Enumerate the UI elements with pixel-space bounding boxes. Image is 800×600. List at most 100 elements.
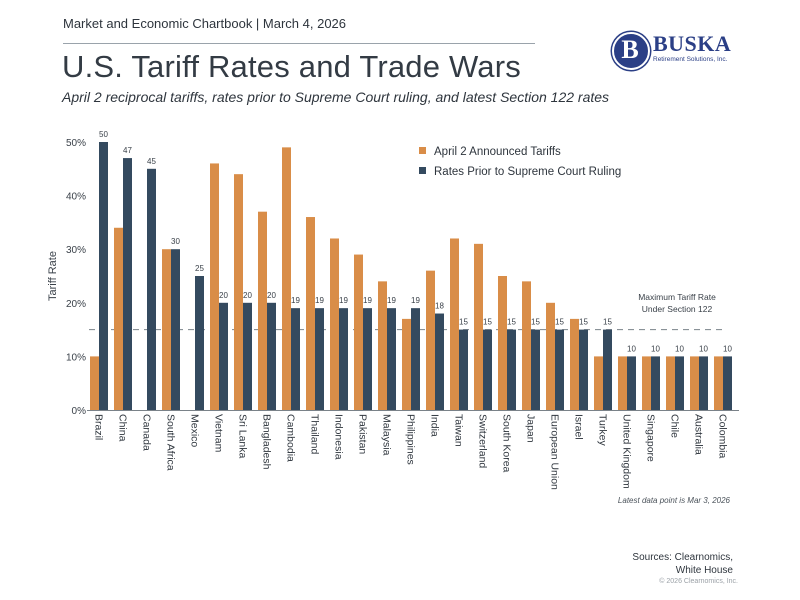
y-axis-label: Tariff Rate [47,251,59,301]
y-tick-label: 40% [66,192,86,203]
legend-swatch-prior-rates [419,167,426,174]
bar-april-2-announced-tariffs-vietnam [210,163,219,410]
bar-rates-prior-to-supreme-court-ruling-india [435,313,444,410]
bar-april-2-announced-tariffs-malaysia [378,281,387,410]
bar-april-2-announced-tariffs-brazil [90,356,99,410]
x-axis-labels: Brazil China Canada South Africa Mexico Vietn… [93,414,729,490]
bar-rates-prior-to-supreme-court-ruling-thailand [315,308,324,410]
x-tick-label-malaysia: Malaysia [381,414,393,456]
bar-april-2-announced-tariffs-indonesia [330,238,339,410]
x-tick-label-turkey: Turkey [597,414,609,446]
x-tick-label-taiwan: Taiwan [453,414,465,447]
bar-rates-prior-to-supreme-court-ruling-canada [147,168,156,410]
bar-april-2-announced-tariffs-chile [666,356,675,410]
data-label-canada: 45 [147,157,156,166]
data-label-south-korea: 15 [507,318,516,327]
bars [90,142,732,411]
y-tick-label: 20% [66,299,86,310]
data-label-philippines: 19 [411,296,420,305]
data-label-turkey: 15 [603,318,612,327]
bar-april-2-announced-tariffs-singapore [642,356,651,410]
latest-data-note: Latest data point is Mar 3, 2026 [617,496,730,505]
y-axis: 0% 10% 20% 30% 40% 50% [66,138,86,417]
bar-rates-prior-to-supreme-court-ruling-brazil [99,142,108,410]
data-label-south-africa: 30 [171,237,180,246]
bar-april-2-announced-tariffs-switzerland [474,243,483,410]
header-divider [63,43,535,44]
data-label-sri-lanka: 20 [243,291,252,300]
data-label-australia: 10 [699,344,708,353]
bar-april-2-announced-tariffs-south-korea [498,276,507,410]
x-tick-label-china: China [117,414,129,442]
bar-rates-prior-to-supreme-court-ruling-china [123,158,132,410]
x-tick-label-european-union: European Union [549,414,561,490]
bar-april-2-announced-tariffs-india [426,270,435,410]
x-tick-label-australia: Australia [693,414,705,455]
data-label-united-kingdom: 10 [627,344,636,353]
data-label-european-union: 15 [555,318,564,327]
reference-line-label-1: Maximum Tariff Rate [638,292,716,302]
legend-label-april-2: April 2 Announced Tariffs [434,146,561,158]
x-tick-label-south-korea: South Korea [501,414,513,473]
x-tick-label-colombia: Colombia [717,414,729,459]
data-label-pakistan: 19 [363,296,372,305]
x-tick-label-brazil: Brazil [93,414,105,440]
legend-label-prior-rates: Rates Prior to Supreme Court Ruling [434,166,621,178]
bar-april-2-announced-tariffs-turkey [594,356,603,410]
bar-rates-prior-to-supreme-court-ruling-bangladesh [267,302,276,410]
bar-april-2-announced-tariffs-china [114,227,123,410]
bar-april-2-announced-tariffs-australia [690,356,699,410]
y-tick-label: 30% [66,245,86,256]
bar-rates-prior-to-supreme-court-ruling-mexico [195,276,204,410]
bar-april-2-announced-tariffs-pakistan [354,254,363,410]
bar-rates-prior-to-supreme-court-ruling-colombia [723,356,732,410]
data-label-mexico: 25 [195,264,204,273]
x-tick-label-sri-lanka: Sri Lanka [237,414,249,459]
data-label-taiwan: 15 [459,318,468,327]
data-label-indonesia: 19 [339,296,348,305]
x-tick-label-canada: Canada [141,414,153,451]
x-tick-label-japan: Japan [525,414,537,443]
logo-emblem [612,32,650,70]
bar-rates-prior-to-supreme-court-ruling-indonesia [339,308,348,410]
bar-rates-prior-to-supreme-court-ruling-united-kingdom [627,356,636,410]
x-tick-label-south-africa: South Africa [165,414,177,471]
logo-letter: B [621,35,639,64]
data-label-cambodia: 19 [291,296,300,305]
data-label-singapore: 10 [651,344,660,353]
bar-rates-prior-to-supreme-court-ruling-cambodia [291,308,300,410]
bar-rates-prior-to-supreme-court-ruling-australia [699,356,708,410]
y-tick-label: 50% [66,138,86,149]
x-tick-label-singapore: Singapore [645,414,657,462]
bar-april-2-announced-tariffs-south-africa [162,249,171,410]
bar-rates-prior-to-supreme-court-ruling-turkey [603,329,612,410]
data-label-colombia: 10 [723,344,732,353]
x-tick-label-thailand: Thailand [309,414,321,454]
x-tick-label-pakistan: Pakistan [357,414,369,454]
x-tick-label-vietnam: Vietnam [213,414,225,453]
data-label-malaysia: 19 [387,296,396,305]
page-title: U.S. Tariff Rates and Trade Wars [62,49,521,84]
data-label-india: 18 [435,302,444,311]
data-label-brazil: 50 [99,130,108,139]
copyright: © 2026 Clearnomics, Inc. [659,578,738,585]
bar-rates-prior-to-supreme-court-ruling-taiwan [459,329,468,410]
bar-rates-prior-to-supreme-court-ruling-south-africa [171,249,180,410]
x-tick-label-united-kingdom: United Kingdom [621,414,633,489]
bar-april-2-announced-tariffs-japan [522,281,531,410]
bar-rates-prior-to-supreme-court-ruling-singapore [651,356,660,410]
bar-rates-prior-to-supreme-court-ruling-israel [579,329,588,410]
legend-swatch-april-2 [419,147,426,154]
x-tick-label-chile: Chile [669,414,681,438]
data-label-thailand: 19 [315,296,324,305]
bar-rates-prior-to-supreme-court-ruling-philippines [411,308,420,410]
bar-april-2-announced-tariffs-sri-lanka [234,174,243,410]
chartbook-header: Market and Economic Chartbook | March 4,… [63,16,347,31]
x-tick-label-israel: Israel [573,414,585,440]
x-tick-label-mexico: Mexico [189,414,201,447]
y-tick-label: 10% [66,352,86,363]
data-label-vietnam: 20 [219,291,228,300]
x-tick-label-switzerland: Switzerland [477,414,489,468]
legend: April 2 Announced Tariffs Rates Prior to… [419,146,621,178]
